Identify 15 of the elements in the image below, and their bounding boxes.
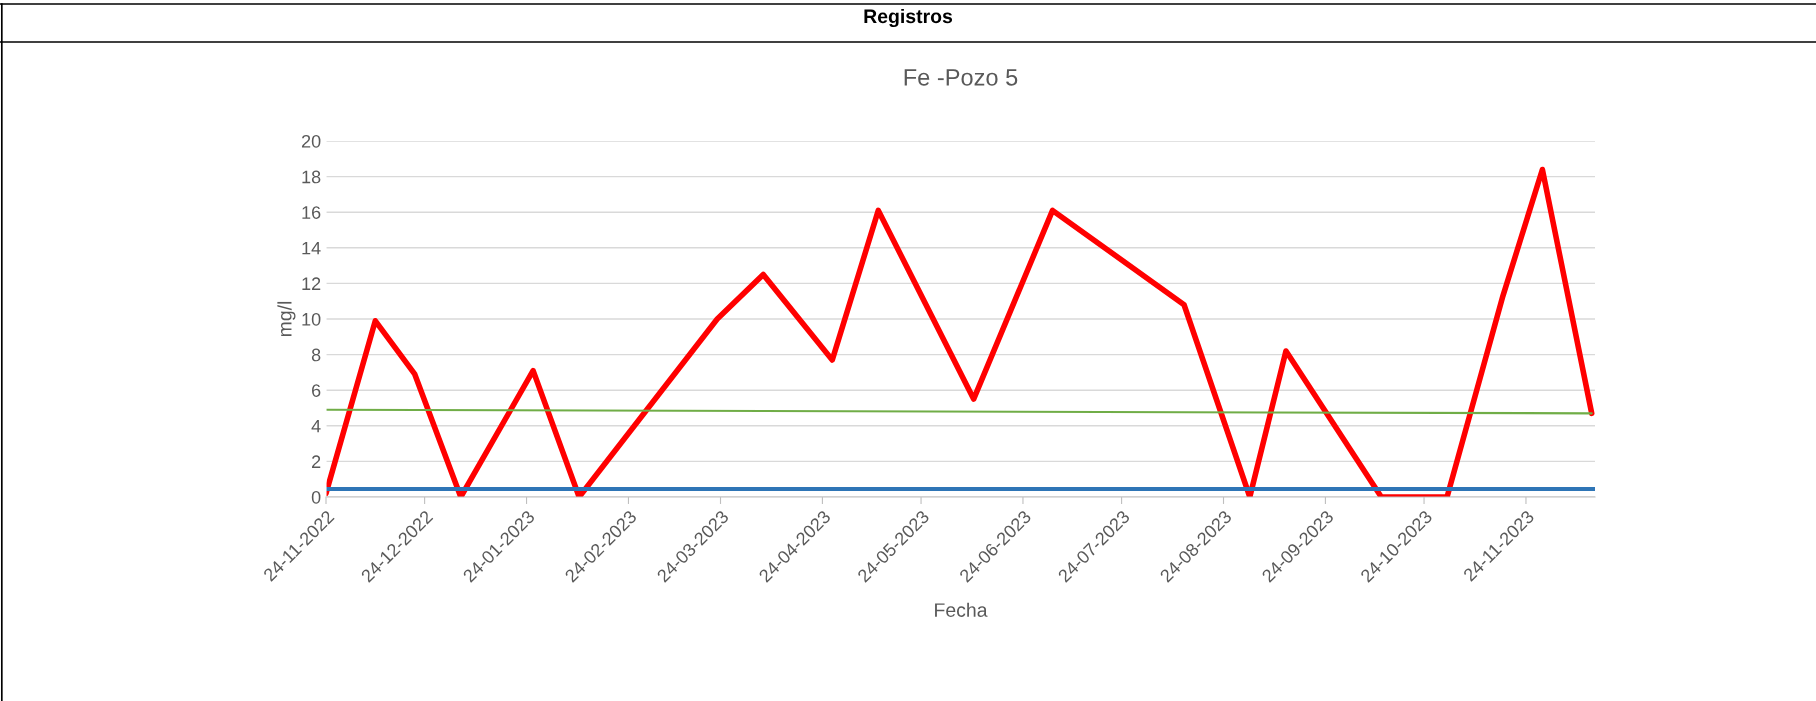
y-axis-title: mg/l (277, 301, 296, 337)
y-tick-label: 8 (311, 348, 321, 362)
y-tick-label: 4 (311, 419, 321, 433)
text: Registros (864, 8, 953, 28)
x-axis-title: Fecha (935, 602, 988, 617)
chart-title: Fe -Pozo 5 (904, 69, 1018, 86)
y-tick-label: 16 (302, 206, 321, 219)
y-tick-label: 10 (302, 312, 321, 326)
y-tick-label: 12 (302, 277, 321, 290)
y-tick-label: 6 (312, 384, 321, 397)
y-tick-label: 18 (302, 170, 321, 184)
y-tick-label: 2 (312, 455, 321, 468)
y-tick-label: 20 (301, 134, 321, 148)
y-tick-label: 0 (311, 490, 321, 504)
y-tick-label: 14 (302, 241, 321, 255)
